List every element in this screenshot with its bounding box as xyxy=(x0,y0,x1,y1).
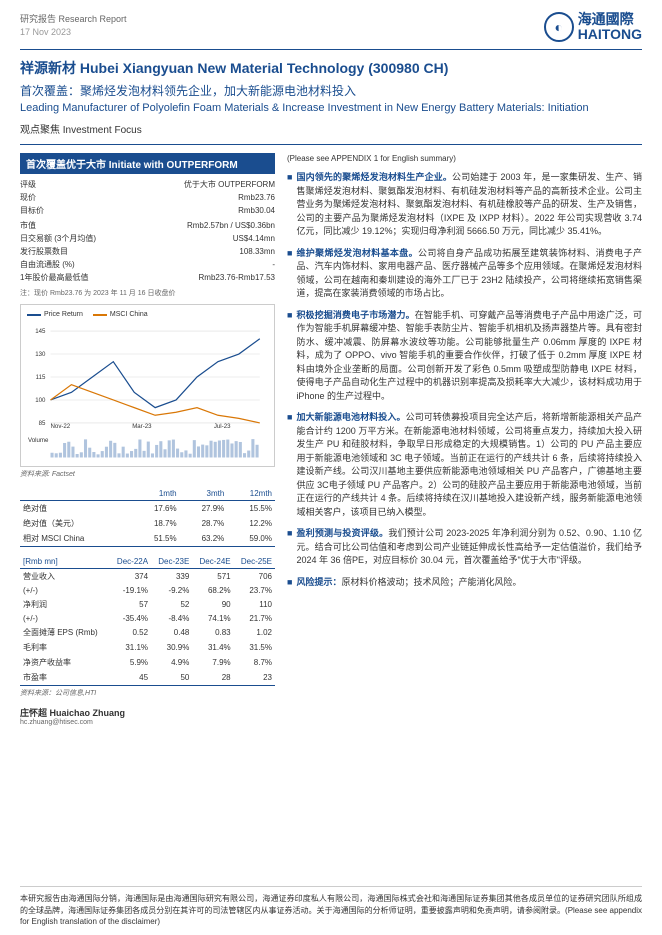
bullet-item: ■积极挖掘消费电子市场潜力。在智能手机、可穿戴产品等消费电子产品中用途广泛，可作… xyxy=(287,309,642,404)
logo-icon: ◐ xyxy=(544,12,574,42)
svg-text:145: 145 xyxy=(35,328,46,335)
svg-text:130: 130 xyxy=(35,351,46,358)
bullet-text: 盈利预测与投资评级。我们预计公司 2023-2025 年净利润分别为 0.52、… xyxy=(296,527,642,568)
legend-line-2 xyxy=(93,314,107,316)
svg-text:Jul-23: Jul-23 xyxy=(214,423,231,430)
price-chart: 145 130 115 100 85 Nov-22 Mar-23 Jul-23 xyxy=(25,322,270,432)
bullet-marker: ■ xyxy=(287,171,292,239)
company-name: 祥源新材 Hubei Xiangyuan New Material Techno… xyxy=(20,58,642,78)
bullet-marker: ■ xyxy=(287,247,292,301)
financial-table: [Rmb mn]Dec-22ADec-23EDec-24EDec-25E 营业收… xyxy=(20,555,275,686)
legend-label-2: MSCI China xyxy=(110,311,148,318)
bullet-item: ■维护聚烯烃发泡材料基本盘。公司将自身产品成功拓展至建筑装饰材料、消费电子产品、… xyxy=(287,247,642,301)
price-chart-container: Price Return MSCI China 145 130 115 100 85 No… xyxy=(20,304,275,467)
divider xyxy=(20,144,642,145)
bullet-text: 加大新能源电池材料投入。公司可转债募投项目完全达产后，将新增新能源相关产品产能合… xyxy=(296,411,642,519)
bullet-text: 维护聚烯烃发泡材料基本盘。公司将自身产品成功拓展至建筑装饰材料、消费电子产品、汽… xyxy=(296,247,642,301)
analyst-name: 庄怀超 Huaichao Zhuang xyxy=(20,706,275,719)
subtitle-en: Leading Manufacturer of Polyolefin Foam … xyxy=(20,101,642,115)
bullet-text: 风险提示：原材料价格波动；技术风险；产能消化风险。 xyxy=(296,576,521,590)
performance-table: 1mth3mth12mth 绝对值17.6%27.9%15.5%绝对值（美元）1… xyxy=(20,487,275,547)
rating-bar: 首次覆盖优于大市 Initiate with OUTPERFORM xyxy=(20,153,275,174)
info-value: US$4.14mn xyxy=(136,232,275,245)
legend-item: MSCI China xyxy=(93,311,148,318)
info-value: Rmb23.76 xyxy=(136,191,275,204)
info-label: 市值 xyxy=(20,219,136,232)
bullet-item: ■盈利预测与投资评级。我们预计公司 2023-2025 年净利润分别为 0.52… xyxy=(287,527,642,568)
info-label: 现价 xyxy=(20,191,136,204)
info-label: 1年股价最高最低值 xyxy=(20,271,136,284)
right-column: (Please see APPENDIX 1 for English summa… xyxy=(287,153,642,726)
info-table: 评级优于大市 OUTPERFORM现价Rmb23.76目标价Rmb30.04市值… xyxy=(20,178,275,284)
bullet-marker: ■ xyxy=(287,411,292,519)
analyst-section: 庄怀超 Huaichao Zhuang hc.zhuang@htisec.com xyxy=(20,706,275,726)
info-value: Rmb30.04 xyxy=(136,204,275,217)
info-label: 目标价 xyxy=(20,204,136,217)
bullet-text: 积极挖掘消费电子市场潜力。在智能手机、可穿戴产品等消费电子产品中用途广泛，可作为… xyxy=(296,309,642,404)
logo: ◐ 海通國際 HAITONG xyxy=(544,12,642,43)
bullet-text: 国内领先的聚烯烃发泡材料生产企业。公司始建于 2003 年，是一家集研发、生产、… xyxy=(296,171,642,239)
info-value: 优于大市 OUTPERFORM xyxy=(136,178,275,191)
info-label: 日交易额 (3个月均值) xyxy=(20,232,136,245)
content: 首次覆盖优于大市 Initiate with OUTPERFORM 评级优于大市… xyxy=(0,149,662,726)
volume-chart: Volume xyxy=(25,434,270,462)
left-column: 首次覆盖优于大市 Initiate with OUTPERFORM 评级优于大市… xyxy=(20,153,275,726)
bullet-marker: ■ xyxy=(287,309,292,404)
info-value: Rmb2.57bn / US$0.36bn xyxy=(136,219,275,232)
focus-label: 观点聚焦 Investment Focus xyxy=(20,121,642,136)
legend-label-1: Price Return xyxy=(44,311,83,318)
title-section: 祥源新材 Hubei Xiangyuan New Material Techno… xyxy=(0,54,662,140)
svg-text:85: 85 xyxy=(39,420,46,427)
chart-source: 资料来源: Factset xyxy=(20,469,275,479)
svg-text:115: 115 xyxy=(36,374,46,381)
info-value: Rmb23.76-Rmb17.53 xyxy=(136,271,275,284)
info-value: - xyxy=(136,258,275,271)
info-label: 发行股票数目 xyxy=(20,245,136,258)
bullet-marker: ■ xyxy=(287,527,292,568)
chart-legend: Price Return MSCI China xyxy=(25,309,270,320)
logo-cn: 海通國際 xyxy=(578,12,642,27)
legend-line-1 xyxy=(27,314,41,316)
svg-text:Mar-23: Mar-23 xyxy=(132,423,152,430)
analyst-email: hc.zhuang@htisec.com xyxy=(20,719,275,726)
svg-text:100: 100 xyxy=(35,397,46,404)
info-label: 自由流通股 (%) xyxy=(20,258,136,271)
bullet-item: ■ 风险提示：原材料价格波动；技术风险；产能消化风险。 xyxy=(287,576,642,590)
bullet-item: ■加大新能源电池材料投入。公司可转债募投项目完全达产后，将新增新能源相关产品产能… xyxy=(287,411,642,519)
info-label: 评级 xyxy=(20,178,136,191)
footer-disclaimer: 本研究报告由海通国际分销，海通国际是由海通国际研究有限公司，海通证券印度私人有限… xyxy=(20,886,642,927)
info-value: 108.33mn xyxy=(136,245,275,258)
header: 研究报告 Research Report 17 Nov 2023 ◐ 海通國際 … xyxy=(0,0,662,45)
svg-text:Nov-22: Nov-22 xyxy=(51,423,71,430)
divider xyxy=(20,49,642,50)
legend-item: Price Return xyxy=(27,311,83,318)
appendix-note: (Please see APPENDIX 1 for English summa… xyxy=(287,153,642,165)
subtitle-cn: 首次覆盖：聚烯烃发泡材料领先企业，加大新能源电池材料投入 xyxy=(20,82,642,99)
bullet-marker: ■ xyxy=(287,576,292,590)
bullet-item: ■国内领先的聚烯烃发泡材料生产企业。公司始建于 2003 年，是一家集研发、生产… xyxy=(287,171,642,239)
svg-text:Volume: Volume xyxy=(28,437,49,444)
price-note: 注：现价 Rmb23.76 为 2023 年 11 月 16 日收盘价 xyxy=(20,288,275,298)
logo-en: HAITONG xyxy=(578,27,642,42)
fin-source: 资料来源：公司信息,HTI xyxy=(20,688,275,698)
